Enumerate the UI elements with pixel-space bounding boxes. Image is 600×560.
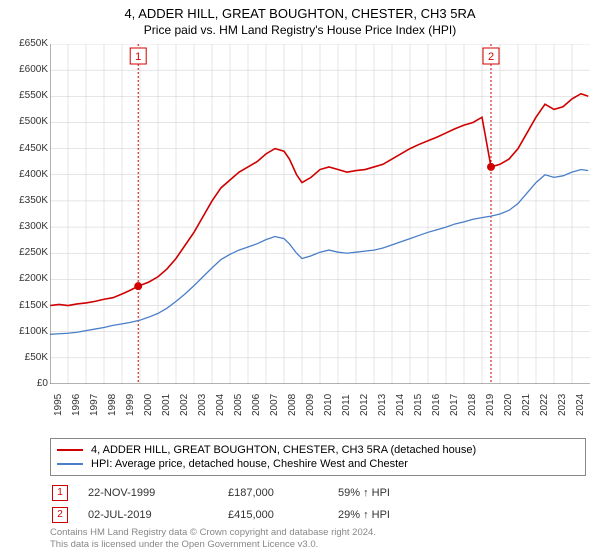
- xtick-label: 1995: [53, 394, 64, 416]
- xtick-label: 2007: [269, 394, 280, 416]
- ytick-label: £450K: [4, 143, 48, 154]
- ytick-label: £550K: [4, 90, 48, 101]
- y-axis: £0£50K£100K£150K£200K£250K£300K£350K£400…: [0, 44, 48, 384]
- plot-area: 12: [50, 44, 590, 384]
- chart-subtitle: Price paid vs. HM Land Registry's House …: [0, 21, 600, 41]
- xtick-label: 2000: [143, 394, 154, 416]
- xtick-label: 2006: [251, 394, 262, 416]
- xtick-label: 2013: [377, 394, 388, 416]
- xtick-label: 2003: [197, 394, 208, 416]
- legend: 4, ADDER HILL, GREAT BOUGHTON, CHESTER, …: [50, 438, 586, 476]
- xtick-label: 2019: [485, 394, 496, 416]
- xtick-label: 2001: [161, 394, 172, 416]
- chart-svg: 12: [50, 44, 590, 384]
- ytick-label: £200K: [4, 273, 48, 284]
- xtick-label: 2005: [233, 394, 244, 416]
- sale-marker: 1: [52, 485, 68, 501]
- ytick-label: £500K: [4, 116, 48, 127]
- xtick-label: 2020: [503, 394, 514, 416]
- sale-date: 02-JUL-2019: [88, 509, 228, 521]
- sale-event-row: 2 02-JUL-2019£415,00029% ↑ HPI: [50, 504, 586, 526]
- xtick-label: 2008: [287, 394, 298, 416]
- ytick-label: £250K: [4, 247, 48, 258]
- legend-label: HPI: Average price, detached house, Ches…: [91, 458, 408, 470]
- chart-container: 4, ADDER HILL, GREAT BOUGHTON, CHESTER, …: [0, 0, 600, 560]
- sale-marker: 2: [52, 507, 68, 523]
- xtick-label: 2004: [215, 394, 226, 416]
- footer-line-2: This data is licensed under the Open Gov…: [50, 539, 590, 551]
- sale-price: £415,000: [228, 509, 338, 521]
- legend-item: HPI: Average price, detached house, Ches…: [57, 457, 579, 471]
- ytick-label: £350K: [4, 195, 48, 206]
- ytick-label: £650K: [4, 38, 48, 49]
- xtick-label: 1999: [125, 394, 136, 416]
- xtick-label: 2024: [575, 394, 586, 416]
- legend-swatch: [57, 463, 83, 465]
- xtick-label: 1997: [89, 394, 100, 416]
- sales-events-table: 1 22-NOV-1999£187,00059% ↑ HPI 2 02-JUL-201…: [50, 482, 586, 526]
- ytick-label: £100K: [4, 326, 48, 337]
- sale-date: 22-NOV-1999: [88, 487, 228, 499]
- xtick-label: 2023: [557, 394, 568, 416]
- ytick-label: £50K: [4, 352, 48, 363]
- legend-item: 4, ADDER HILL, GREAT BOUGHTON, CHESTER, …: [57, 443, 579, 457]
- svg-text:1: 1: [135, 51, 141, 63]
- svg-text:2: 2: [488, 51, 494, 63]
- xtick-label: 2002: [179, 394, 190, 416]
- xtick-label: 2018: [467, 394, 478, 416]
- ytick-label: £150K: [4, 300, 48, 311]
- xtick-label: 1998: [107, 394, 118, 416]
- xtick-label: 2021: [521, 394, 532, 416]
- sale-vs-hpi: 29% ↑ HPI: [338, 509, 478, 521]
- xtick-label: 2015: [413, 394, 424, 416]
- sale-price: £187,000: [228, 487, 338, 499]
- footer-line-1: Contains HM Land Registry data © Crown c…: [50, 527, 590, 539]
- ytick-label: £600K: [4, 64, 48, 75]
- xtick-label: 2012: [359, 394, 370, 416]
- xtick-label: 2010: [323, 394, 334, 416]
- legend-swatch: [57, 449, 83, 451]
- xtick-label: 2009: [305, 394, 316, 416]
- attribution-footer: Contains HM Land Registry data © Crown c…: [50, 527, 590, 552]
- xtick-label: 2022: [539, 394, 550, 416]
- sale-vs-hpi: 59% ↑ HPI: [338, 487, 478, 499]
- chart-title: 4, ADDER HILL, GREAT BOUGHTON, CHESTER, …: [0, 0, 600, 21]
- xtick-label: 2017: [449, 394, 460, 416]
- xtick-label: 2016: [431, 394, 442, 416]
- x-axis: 1995 1996 1997 1998 1999 2000 2001 2002 2003 2004…: [50, 384, 590, 434]
- ytick-label: £300K: [4, 221, 48, 232]
- ytick-label: £0: [4, 378, 48, 389]
- xtick-label: 1996: [71, 394, 82, 416]
- legend-label: 4, ADDER HILL, GREAT BOUGHTON, CHESTER, …: [91, 444, 476, 456]
- sale-event-row: 1 22-NOV-1999£187,00059% ↑ HPI: [50, 482, 586, 504]
- xtick-label: 2011: [341, 394, 352, 416]
- xtick-label: 2014: [395, 394, 406, 416]
- ytick-label: £400K: [4, 169, 48, 180]
